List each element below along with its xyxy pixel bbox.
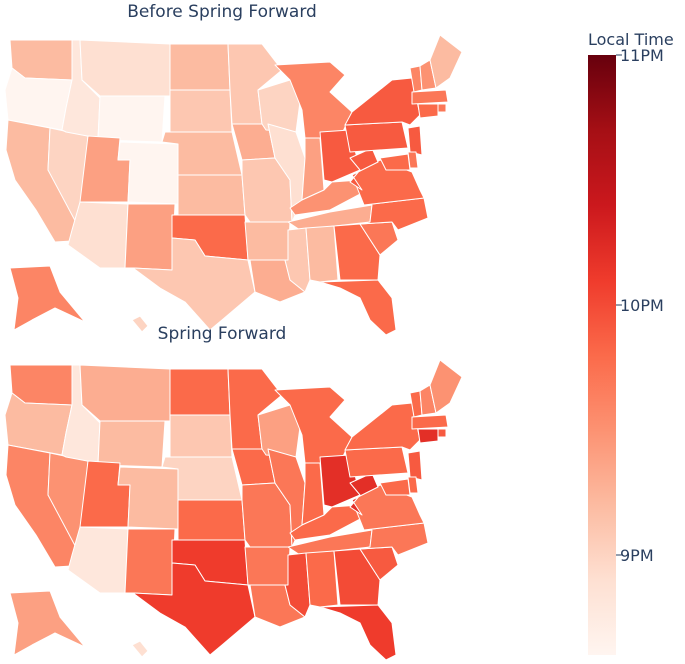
state-nm[interactable] — [124, 528, 176, 596]
state-ri[interactable] — [437, 428, 447, 438]
state-tx[interactable] — [132, 562, 256, 656]
state-tx[interactable] — [132, 237, 256, 331]
state-ct[interactable] — [417, 103, 439, 119]
state-ma[interactable] — [411, 89, 449, 105]
state-mt[interactable] — [79, 364, 171, 422]
state-al[interactable] — [305, 225, 339, 283]
state-hi[interactable] — [131, 640, 149, 658]
state-nc[interactable] — [359, 522, 429, 556]
colorbar-tick-label: 10PM — [620, 296, 664, 315]
state-nj[interactable] — [407, 450, 423, 481]
state-wy[interactable] — [97, 420, 166, 468]
state-fl[interactable] — [319, 279, 397, 336]
state-ri[interactable] — [437, 103, 447, 113]
state-ct[interactable] — [417, 428, 439, 444]
state-ks[interactable] — [177, 499, 246, 541]
state-fl[interactable] — [319, 604, 397, 661]
state-in[interactable] — [301, 462, 325, 526]
state-nj[interactable] — [407, 125, 423, 156]
map-spring-forward — [4, 359, 463, 661]
state-ma[interactable] — [411, 414, 449, 430]
map-before-spring-forward — [4, 34, 463, 336]
map-title-spring: Spring Forward — [158, 324, 287, 344]
colorbar: Local Time 9PM 10PM 11PM — [588, 30, 674, 655]
state-nd[interactable] — [169, 43, 231, 91]
state-al[interactable] — [305, 550, 339, 608]
state-sd[interactable] — [169, 89, 233, 133]
state-ak[interactable] — [9, 590, 86, 656]
state-nm[interactable] — [124, 203, 176, 271]
state-az[interactable] — [67, 526, 129, 594]
colorbar-title: Local Time — [588, 30, 674, 49]
state-wy[interactable] — [97, 95, 166, 143]
colorbar-tick-label: 11PM — [620, 46, 664, 65]
state-md[interactable] — [379, 478, 411, 496]
state-va[interactable] — [351, 159, 425, 206]
state-md[interactable] — [379, 153, 411, 171]
state-hi[interactable] — [131, 315, 149, 333]
state-ak[interactable] — [9, 265, 86, 331]
state-nc[interactable] — [359, 197, 429, 231]
state-ar[interactable] — [244, 221, 291, 261]
state-me[interactable] — [429, 34, 463, 89]
state-pa[interactable] — [344, 446, 409, 478]
state-ar[interactable] — [244, 546, 291, 586]
map-title-before: Before Spring Forward — [127, 2, 317, 22]
state-ks[interactable] — [177, 174, 246, 216]
colorbar-tick-label: 9PM — [620, 546, 654, 565]
state-va[interactable] — [351, 484, 425, 531]
state-nd[interactable] — [169, 368, 231, 416]
colorbar-ticks: 9PM 10PM 11PM — [616, 46, 664, 565]
colorbar-gradient — [588, 55, 616, 655]
state-me[interactable] — [429, 359, 463, 414]
state-pa[interactable] — [344, 121, 409, 153]
state-mt[interactable] — [79, 39, 171, 97]
state-ny[interactable] — [344, 77, 421, 126]
state-sd[interactable] — [169, 414, 233, 458]
state-in[interactable] — [301, 137, 325, 201]
state-ny[interactable] — [344, 402, 421, 451]
state-az[interactable] — [67, 201, 129, 269]
